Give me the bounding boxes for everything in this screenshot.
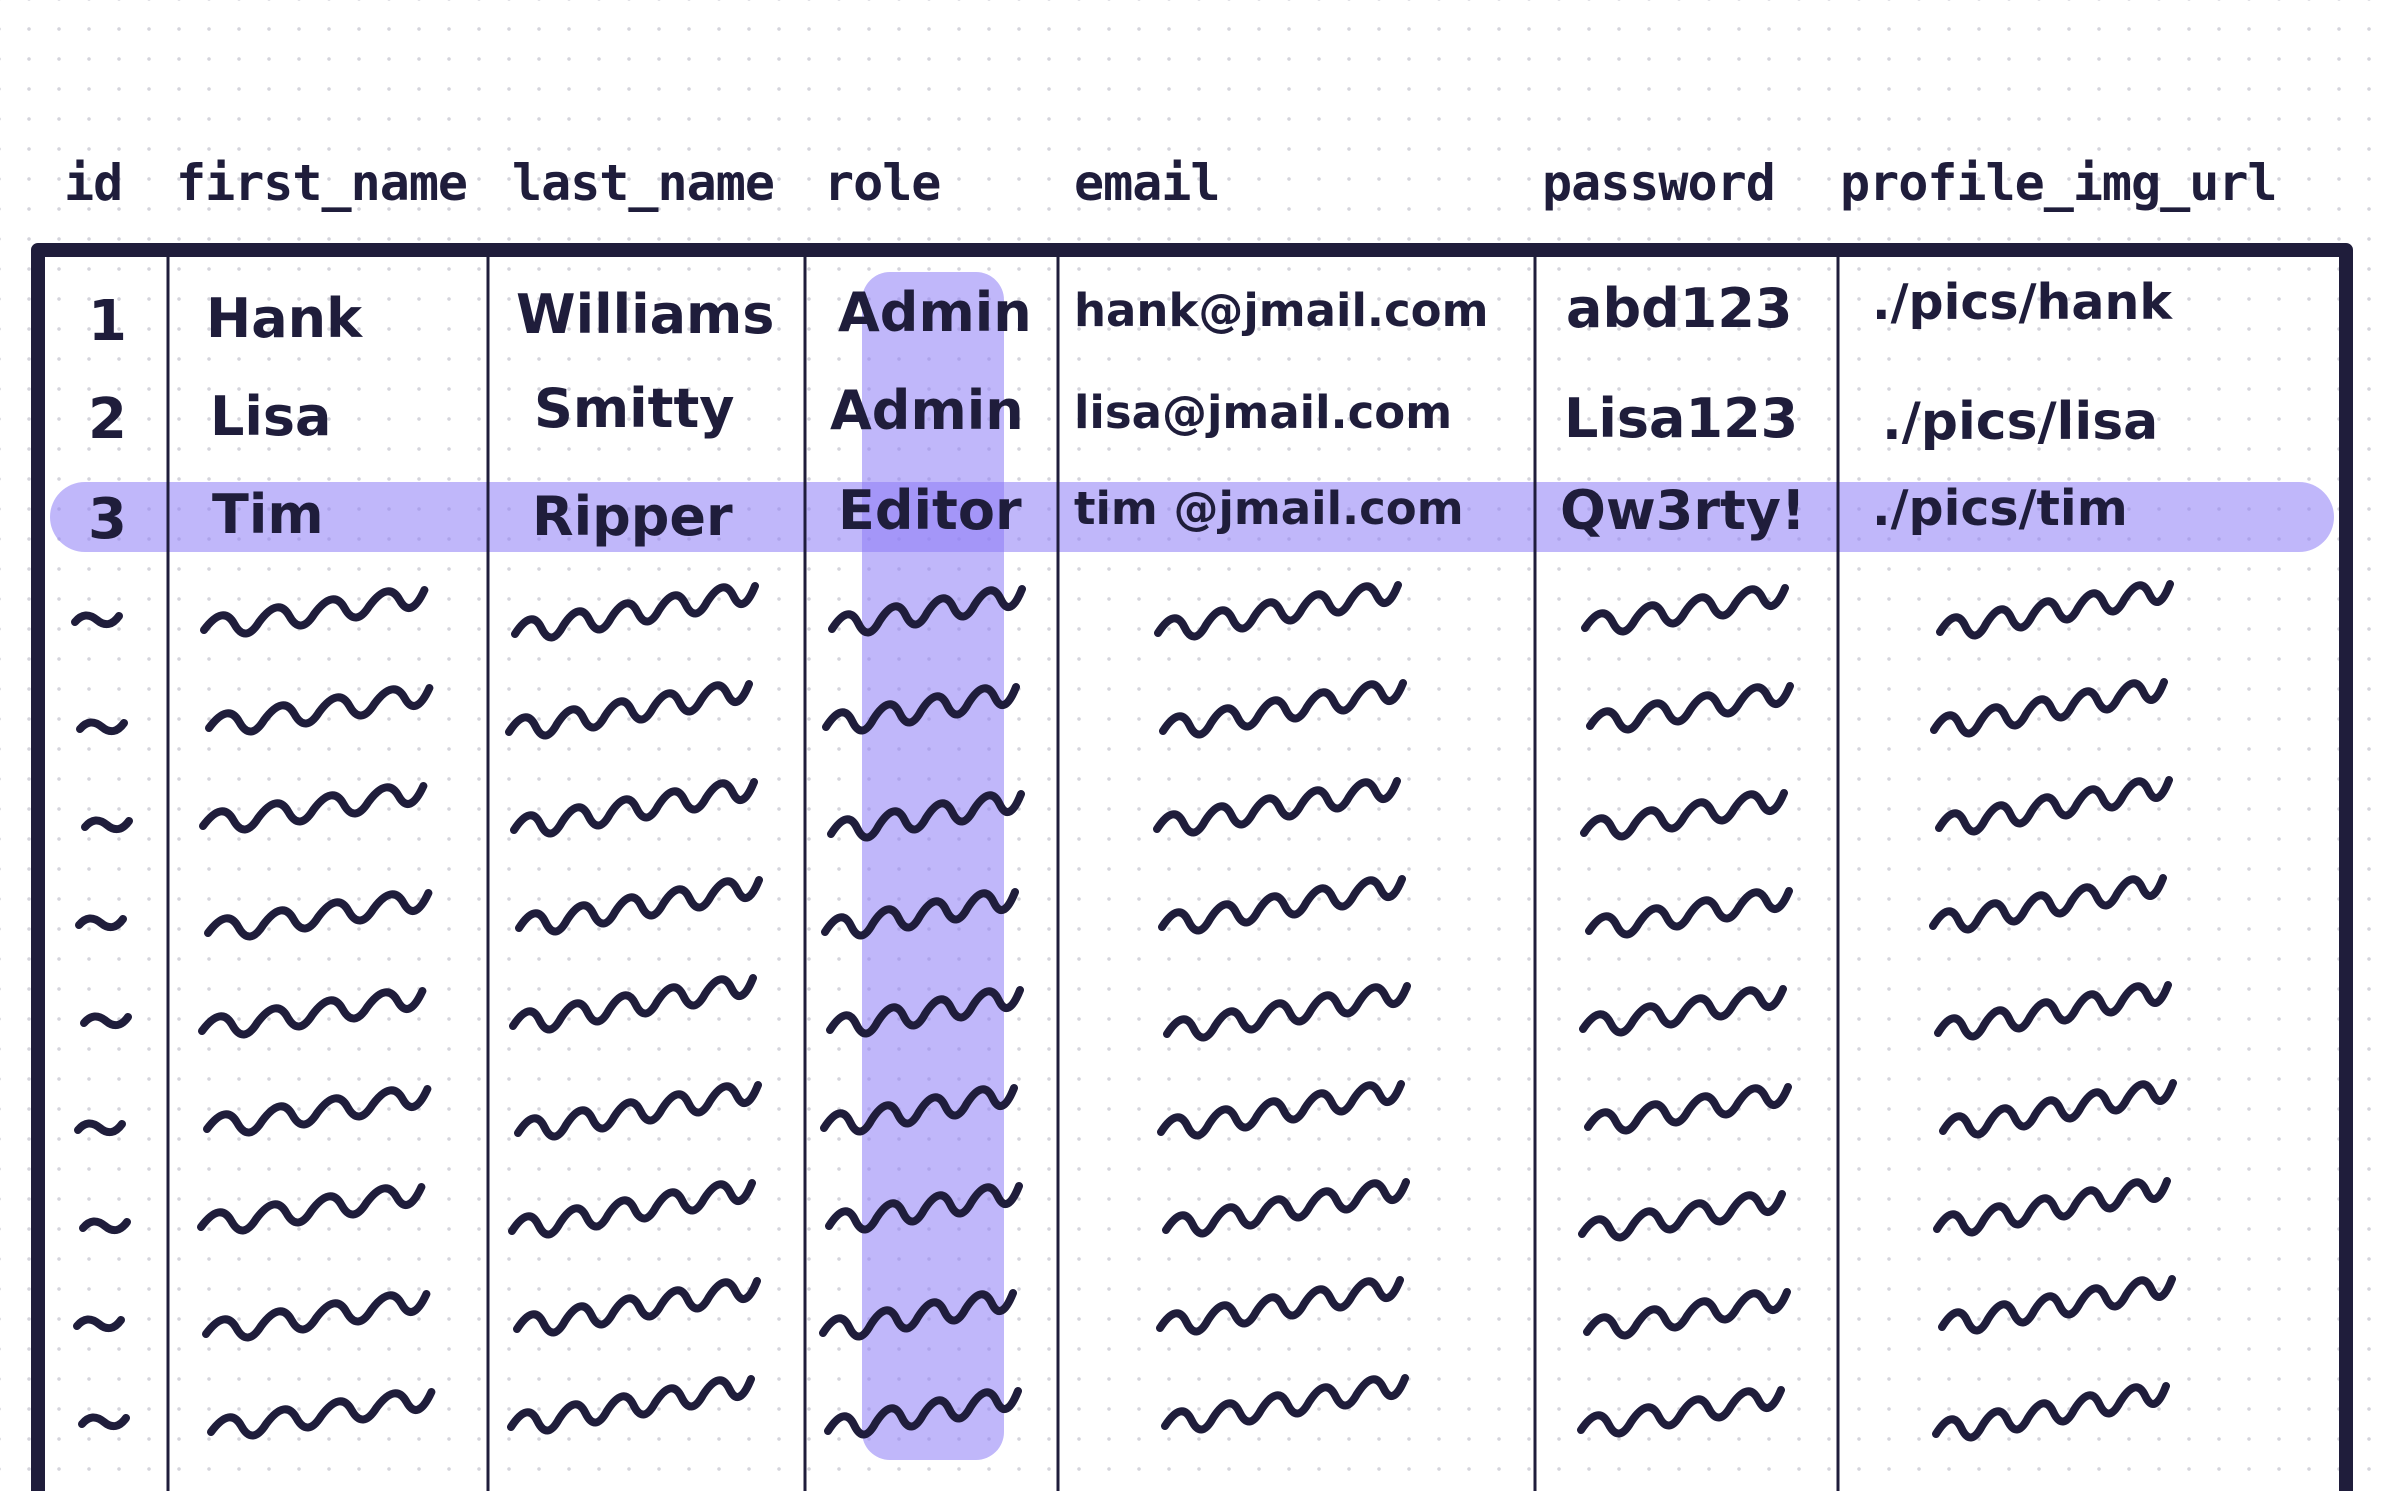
placeholder-scribble bbox=[1583, 1288, 1791, 1340]
cell-row-1-id: 1 bbox=[88, 289, 127, 354]
placeholder-scribble bbox=[81, 816, 133, 834]
placeholder-scribble bbox=[74, 1119, 126, 1137]
cell-row-3-email: tim @jmail.com bbox=[1074, 482, 1464, 535]
placeholder-scribble bbox=[1936, 580, 2174, 640]
placeholder-scribble bbox=[1930, 678, 2168, 738]
placeholder-scribble bbox=[513, 1277, 761, 1337]
cell-row-2-email: lisa@jmail.com bbox=[1074, 386, 1453, 439]
placeholder-scribble bbox=[515, 876, 763, 936]
cell-row-3-first-name: Tim bbox=[212, 483, 324, 546]
placeholder-scribble bbox=[1153, 777, 1401, 837]
column-header-password: password bbox=[1542, 154, 1776, 212]
cell-row-2-profile-img-url: ./pics/lisa bbox=[1882, 392, 2159, 452]
placeholder-scribble bbox=[505, 680, 753, 740]
placeholder-scribble bbox=[514, 1081, 762, 1141]
placeholder-scribble bbox=[1161, 1374, 1409, 1434]
column-header-last-name: last_name bbox=[512, 154, 775, 212]
placeholder-scribble bbox=[1580, 789, 1788, 841]
placeholder-scribble bbox=[73, 1315, 125, 1333]
placeholder-scribble bbox=[1578, 1190, 1786, 1242]
column-header-first-name: first_name bbox=[176, 154, 468, 212]
placeholder-scribble bbox=[1154, 581, 1402, 641]
cell-row-1-password: abd123 bbox=[1566, 277, 1793, 340]
placeholder-scribble bbox=[207, 1388, 436, 1440]
placeholder-scribble bbox=[1939, 1079, 2177, 1139]
placeholder-scribble bbox=[511, 582, 759, 642]
placeholder-scribble bbox=[825, 1182, 1023, 1234]
cell-row-1-role: Admin bbox=[838, 281, 1032, 344]
column-header-email: email bbox=[1074, 154, 1221, 212]
table-border bbox=[31, 243, 2353, 1491]
placeholder-scribble bbox=[76, 718, 128, 736]
placeholder-scribble bbox=[200, 586, 429, 638]
placeholder-scribble bbox=[1577, 1386, 1785, 1438]
placeholder-scribble bbox=[1933, 1177, 2171, 1237]
placeholder-scribble bbox=[1156, 1276, 1404, 1336]
placeholder-scribble bbox=[1159, 679, 1407, 739]
placeholder-scribble bbox=[1935, 776, 2173, 836]
placeholder-scribble bbox=[1157, 1080, 1405, 1140]
placeholder-scribble bbox=[1162, 1178, 1410, 1238]
placeholder-scribble bbox=[199, 782, 428, 834]
placeholder-scribble bbox=[1934, 981, 2172, 1041]
cell-row-1-first-name: Hank bbox=[206, 287, 362, 350]
cell-row-3-id: 3 bbox=[88, 487, 127, 552]
placeholder-scribble bbox=[824, 1387, 1022, 1439]
placeholder-scribble bbox=[1584, 1083, 1792, 1135]
placeholder-scribble bbox=[821, 888, 1019, 940]
placeholder-scribble bbox=[1579, 985, 1787, 1037]
cell-row-1-last-name: Williams bbox=[516, 283, 775, 346]
placeholder-scribble bbox=[1163, 982, 1411, 1042]
cell-row-2-last-name: Smitty bbox=[534, 377, 735, 440]
placeholder-scribble bbox=[71, 611, 123, 629]
cell-row-3-last-name: Ripper bbox=[532, 485, 733, 548]
placeholder-scribble bbox=[826, 986, 1024, 1038]
placeholder-scribble bbox=[507, 1375, 755, 1435]
placeholder-scribble bbox=[819, 1289, 1017, 1341]
placeholder-scribble bbox=[1158, 875, 1406, 935]
placeholder-scribble bbox=[827, 790, 1025, 842]
column-header-role: role bbox=[824, 154, 941, 212]
placeholder-scribble bbox=[508, 1179, 756, 1239]
role-column-highlight bbox=[862, 272, 1004, 1460]
cell-row-2-id: 2 bbox=[88, 387, 127, 452]
cell-row-1-email: hank@jmail.com bbox=[1074, 284, 1489, 337]
cell-row-2-role: Admin bbox=[830, 379, 1024, 442]
column-header-id: id bbox=[64, 154, 123, 212]
placeholder-scribble bbox=[1581, 584, 1789, 636]
cell-row-2-password: Lisa123 bbox=[1564, 387, 1799, 450]
placeholder-scribble bbox=[1932, 1382, 2170, 1442]
cell-row-1-profile-img-url: ./pics/hank bbox=[1872, 274, 2172, 331]
placeholder-rows bbox=[71, 580, 2177, 1442]
cell-row-2-first-name: Lisa bbox=[210, 385, 332, 448]
placeholder-scribble bbox=[820, 1084, 1018, 1136]
placeholder-scribble bbox=[75, 914, 127, 932]
placeholder-scribble bbox=[80, 1012, 132, 1030]
placeholder-scribble bbox=[205, 684, 434, 736]
column-header-profile-img-url: profile_img_url bbox=[1840, 154, 2278, 212]
placeholder-scribble bbox=[1585, 887, 1793, 939]
placeholder-scribble bbox=[203, 1085, 432, 1137]
placeholder-scribble bbox=[509, 974, 757, 1034]
placeholder-scribble bbox=[510, 778, 758, 838]
placeholder-scribble bbox=[828, 585, 1026, 637]
cell-row-3-role: Editor bbox=[838, 479, 1022, 542]
placeholder-scribble bbox=[1938, 1275, 2176, 1335]
placeholder-scribble bbox=[198, 987, 427, 1039]
placeholder-scribble bbox=[822, 683, 1020, 735]
placeholder-scribble bbox=[204, 889, 433, 941]
placeholder-scribble bbox=[1586, 682, 1794, 734]
column-dividers bbox=[166, 256, 1840, 1491]
placeholder-scribble bbox=[79, 1217, 131, 1235]
cell-row-3-password: Qw3rty! bbox=[1560, 479, 1806, 542]
placeholder-scribble bbox=[202, 1290, 431, 1342]
placeholder-scribble bbox=[197, 1183, 426, 1235]
placeholder-scribble bbox=[78, 1413, 130, 1431]
cell-row-3-profile-img-url: ./pics/tim bbox=[1872, 480, 2128, 537]
row-3-highlight bbox=[50, 482, 2334, 552]
placeholder-scribble bbox=[1929, 874, 2167, 934]
